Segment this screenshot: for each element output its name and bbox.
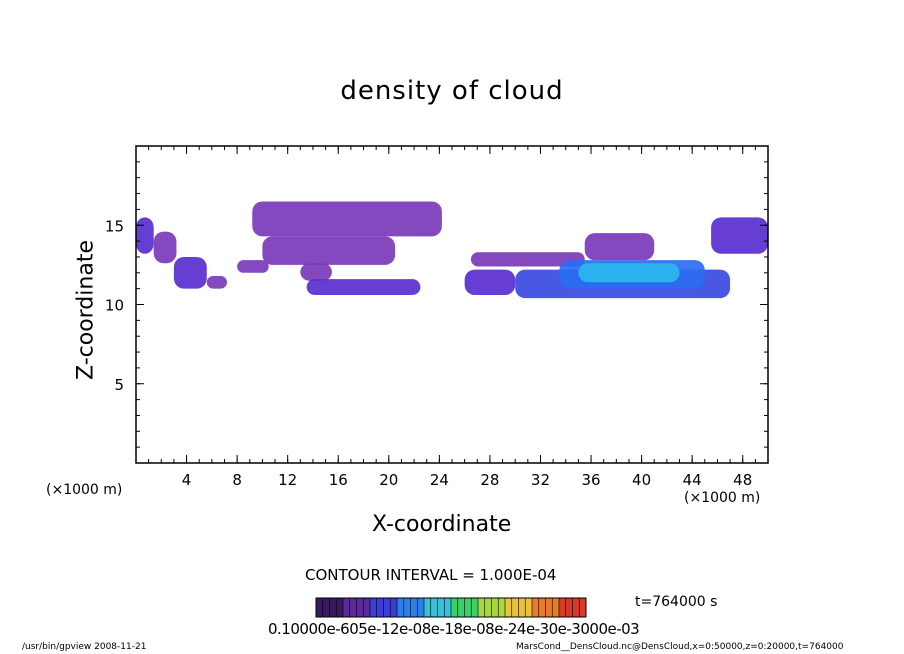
cloud-region [237, 260, 269, 273]
colorbar [315, 597, 587, 618]
x-tick-label: 28 [480, 471, 499, 489]
cloud-region [464, 269, 516, 295]
cloud-region [173, 256, 207, 289]
plot-frame [135, 145, 769, 464]
cloud-region [711, 217, 768, 254]
x-tick-label: 4 [182, 471, 192, 489]
cloud-region [470, 252, 585, 267]
cloud-region [300, 263, 332, 281]
x-tick-label: 36 [581, 471, 600, 489]
x-tick-label: 24 [430, 471, 449, 489]
x-tick-label: 8 [232, 471, 242, 489]
colorbar-tick-labels: 0.10000e-605e-12e-08e-18e-08e-24e-30e-30… [268, 620, 640, 638]
contour-interval-text: CONTOUR INTERVAL = 1.000E-04 [305, 566, 557, 584]
time-label: t=764000 s [635, 594, 718, 610]
footer-left: /usr/bin/gpview 2008-11-21 [22, 642, 147, 652]
cloud-region [136, 217, 154, 254]
cloud-region [252, 201, 442, 237]
cloud-region [206, 275, 228, 289]
footer-right: MarsCond__DensCloud.nc@DensCloud,x=0:500… [516, 642, 844, 652]
cloud-region [578, 263, 680, 283]
cloud-region [262, 236, 396, 265]
x-tick-label: 48 [733, 471, 752, 489]
x-unit-left: (×1000 m) [46, 482, 123, 498]
y-tick-label: 10 [105, 297, 124, 315]
chart-title: density of cloud [340, 76, 564, 106]
x-unit-right: (×1000 m) [684, 490, 761, 506]
y-tick-label: 5 [114, 376, 124, 394]
x-tick-label: 20 [379, 471, 398, 489]
cloud-region [584, 233, 655, 261]
x-tick-label: 16 [329, 471, 348, 489]
y-tick-label: 15 [105, 217, 124, 235]
x-tick-label: 32 [531, 471, 550, 489]
x-tick-label: 40 [632, 471, 651, 489]
cloud-region [306, 279, 421, 295]
cloud-region [153, 231, 177, 264]
x-tick-label: 12 [278, 471, 297, 489]
cloud-regions [136, 201, 768, 299]
colorbar-frame [315, 597, 587, 618]
x-tick-label: 44 [683, 471, 702, 489]
x-axis-label: X-coordinate [372, 512, 512, 537]
